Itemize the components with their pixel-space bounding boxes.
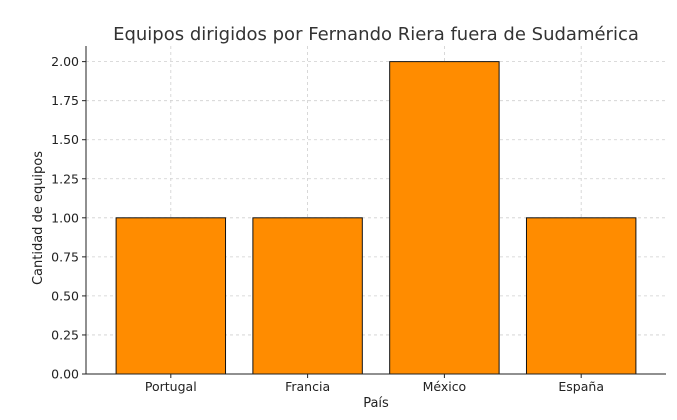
x-tick-label: Portugal: [145, 379, 197, 394]
y-axis-label: Cantidad de equipos: [31, 151, 46, 285]
x-axis-label: País: [363, 396, 389, 411]
bar-francia: [252, 217, 363, 375]
bar-méxico: [389, 61, 500, 375]
y-tick-label: 0.00: [51, 367, 79, 382]
bar-portugal: [115, 217, 227, 375]
bar-españa: [525, 217, 637, 375]
x-tick-label: México: [423, 379, 467, 394]
y-tick-label: 1.25: [51, 171, 79, 186]
x-tick-label: España: [558, 379, 604, 394]
x-tick-label: Francia: [285, 379, 330, 394]
y-tick-label: 1.00: [51, 210, 79, 225]
y-tick-label: 0.50: [51, 288, 79, 303]
y-tick-label: 0.75: [51, 249, 79, 264]
y-tick-label: 1.75: [51, 93, 79, 108]
bars: [115, 61, 637, 375]
y-tick-label: 1.50: [51, 132, 79, 147]
y-tick-label: 2.00: [51, 54, 79, 69]
ticks: 0.00 0.25 0.50 0.75 1.00 1.25 1.50 1.75 2.00 Port…: [51, 54, 604, 394]
y-tick-label: 0.25: [51, 327, 79, 342]
chart-title: Equipos dirigidos por Fernando Riera fue…: [113, 24, 639, 45]
